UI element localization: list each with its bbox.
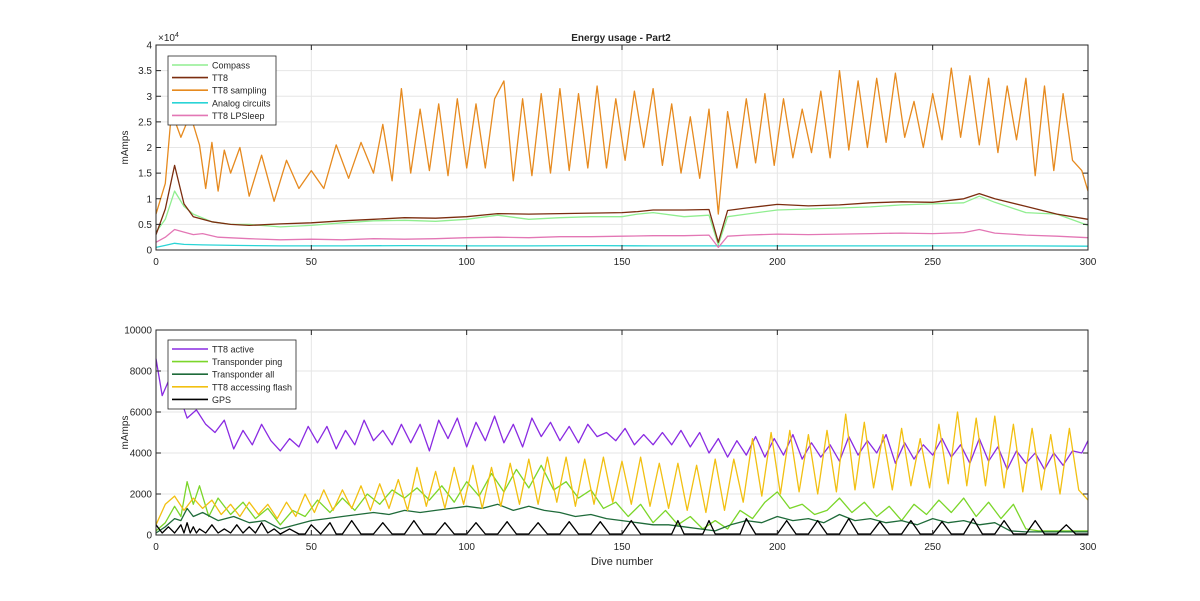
chart0-ticks: 0 50 100 150 200 250 300 0 0.5 1 1.5 2 2.5 3 3.5 4 — [138, 41, 1097, 269]
chart0-legend-label-tt8: TT8 — [212, 73, 228, 83]
chart1-x-tick-label-0: 0 — [153, 542, 159, 553]
chart0-legend-label-tt8-lpsleep: TT8 LPSleep — [212, 111, 265, 121]
chart1-x-tick-label-1: 50 — [306, 542, 318, 553]
chart1-y-tick-label-1: 2000 — [130, 490, 153, 501]
chart1-x-axis-label: Dive number — [591, 556, 654, 568]
chart0-y-tick-label-5: 2.5 — [138, 117, 152, 128]
chart1-legend-label-transponder-all: Transponder all — [212, 370, 274, 380]
chart1-y-tick-label-3: 6000 — [130, 408, 153, 419]
energy-chart-top: 0 50 100 150 200 250 30000.511.522.533.54×104m… — [120, 32, 1097, 268]
chart0-series-line-tt8-sampling — [155, 67, 1089, 215]
chart0-series-line-analog-circuits — [155, 242, 1089, 249]
chart1-legend-label-tt8-active: TT8 active — [212, 345, 254, 355]
chart0-x-tick-label-4: 200 — [769, 257, 786, 268]
chart0-y-axis-label: mAmps — [120, 131, 131, 165]
chart1-y-tick-label-4: 8000 — [130, 367, 153, 378]
chart0-legend-label-analog-circuits: Analog circuits — [212, 98, 271, 108]
chart1-series-line-tt8-active — [155, 358, 1089, 471]
chart1-series-line-transponder-all — [155, 503, 1088, 534]
chart1-ticks: 0 50 100 150 200 250 300 0 2000 4000 6000 8000 10000 — [124, 326, 1097, 554]
chart0-x-tick-label-0: 0 — [153, 257, 159, 268]
chart0-y-tick-label-2: 1 — [146, 194, 152, 205]
chart0-series-line-tt8-lpsleep — [155, 228, 1089, 249]
figure-title: Energy usage - Part2 — [571, 33, 671, 44]
chart1-x-tick-label-6: 300 — [1080, 542, 1097, 553]
chart0-x-tick-label-3: 150 — [614, 257, 631, 268]
chart0-y-tick-label-7: 3.5 — [138, 66, 152, 77]
chart0-legend: Compass TT8 TT8 sampling Analog circuits TT8… — [167, 55, 277, 126]
chart1-y-tick-label-0: 0 — [146, 531, 152, 542]
chart0-y-tick-label-6: 3 — [146, 92, 152, 103]
energy-chart-bottom: 0 50 100 150 200 250 300 0 2000 4000 6000 8000 10000… — [120, 326, 1097, 569]
chart0-x-tick-label-1: 50 — [306, 257, 318, 268]
chart1-x-tick-label-5: 250 — [924, 542, 941, 553]
chart1-legend-label-transponder-ping: Transponder ping — [212, 357, 282, 367]
chart1-legend-label-gps: GPS — [212, 395, 231, 405]
chart0-y-exponent: ×104 — [158, 32, 179, 44]
chart0-y-tick-label-3: 1.5 — [138, 169, 152, 180]
chart1-series-line-gps — [155, 517, 1088, 535]
chart0-series-line-tt8 — [155, 164, 1089, 243]
chart0-x-tick-label-6: 300 — [1080, 257, 1097, 268]
chart1-x-tick-label-3: 150 — [614, 542, 631, 553]
chart1-series-group — [155, 358, 1089, 535]
chart0-y-tick-label-1: 0.5 — [138, 220, 152, 231]
chart1-y-tick-label-2: 4000 — [130, 449, 153, 460]
chart0-legend-label-compass: Compass — [212, 61, 251, 71]
chart0-y-tick-label-8: 4 — [146, 41, 152, 52]
chart1-y-tick-label-5: 10000 — [124, 326, 152, 337]
chart1-legend: TT8 active Transponder ping Transponder al… — [167, 339, 297, 410]
chart1-x-tick-label-4: 200 — [769, 542, 786, 553]
chart1-series-line-tt8-accessing-flash — [155, 411, 1089, 526]
chart0-x-tick-label-2: 100 — [458, 257, 475, 268]
chart0-series-group — [155, 67, 1089, 249]
chart0-x-tick-label-5: 250 — [924, 257, 941, 268]
chart0-y-tick-label-4: 2 — [146, 143, 152, 154]
chart0-legend-label-tt8-sampling: TT8 sampling — [212, 86, 267, 96]
chart1-series-line-transponder-ping — [155, 464, 1088, 532]
chart1-legend-label-tt8-accessing-flash: TT8 accessing flash — [212, 382, 292, 392]
chart0-y-exponent-power: 4 — [175, 32, 179, 39]
chart0-y-tick-label-0: 0 — [146, 246, 152, 257]
chart1-x-tick-label-2: 100 — [458, 542, 475, 553]
chart1-y-axis-label: mAmps — [120, 416, 131, 450]
